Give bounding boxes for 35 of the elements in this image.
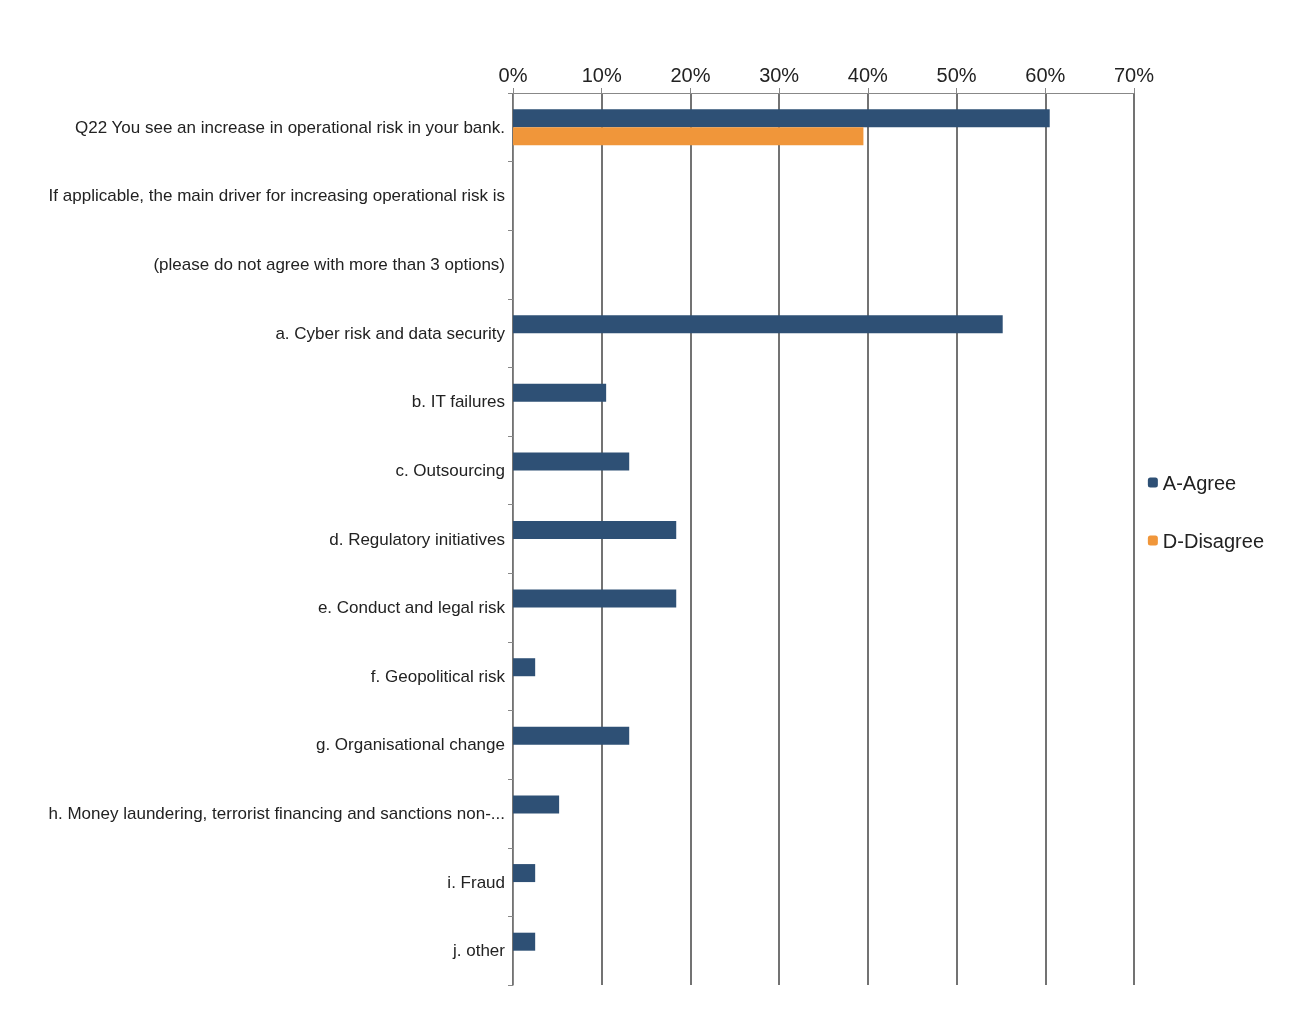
y-tick-label: Q22 You see an increase in operational risk in your bank. [75,117,505,137]
y-tick-label: i. Fraud [447,872,505,892]
x-tick-label: 30% [759,64,800,86]
y-tick-label: j. other [452,941,506,961]
bar [513,795,560,814]
y-tick-label: c. Outsourcing [395,460,505,480]
bar [513,383,607,402]
y-tick-label: (please do not agree with more than 3 options) [153,255,505,275]
bar [513,589,677,608]
x-tick-label: 50% [936,64,977,86]
y-tick-label: b. IT failures [411,392,505,412]
bar [513,452,630,471]
x-tick-label: 10% [581,64,622,86]
bar [513,315,1003,334]
y-tick-label: f. Geopolitical risk [370,666,506,686]
x-tick-label: 20% [670,64,711,86]
y-tick-label: h. Money laundering, terrorist financing and sanctions non-... [48,803,505,823]
bar [513,127,864,146]
x-tick-label: 0% [498,64,528,86]
legend-label: A-Agree [1162,471,1237,494]
bar [513,109,1050,128]
y-tick-label: a. Cyber risk and data security [275,323,506,343]
bar [513,864,536,883]
bar [513,521,677,539]
y-tick-label: d. Regulatory initiatives [329,529,505,549]
y-tick-label: g. Organisational change [315,735,505,755]
bar [513,726,630,745]
x-tick-label: 40% [847,64,889,86]
bar [513,932,536,951]
x-tick-label: 60% [1025,64,1066,86]
y-tick-label: e. Conduct and legal risk [317,598,506,618]
x-tick-label: 70% [1113,64,1155,86]
legend-label: D-Disagree [1162,529,1265,552]
y-tick-label: If applicable, the main driver for increasing operational risk is [48,186,505,206]
bar [513,658,536,677]
